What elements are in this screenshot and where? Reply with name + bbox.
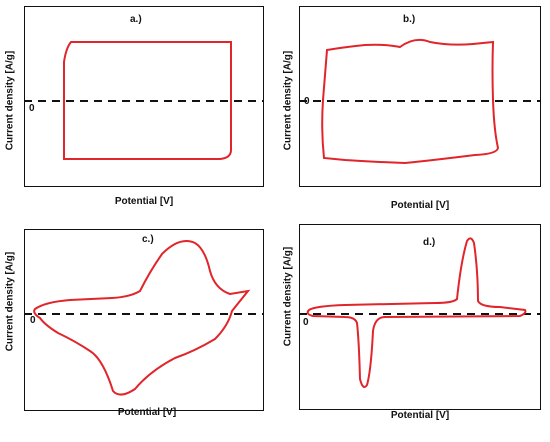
zero-tick-label: 0 — [303, 317, 309, 328]
cv-plot-b — [299, 38, 541, 165]
cv-curve-a — [63, 41, 232, 160]
chart-panel-d: Current density [A/g] d.) 0 Potential [V… — [275, 221, 550, 442]
x-axis-label: Potential [V] — [390, 200, 450, 211]
x-axis-label: Potential [V] — [114, 196, 174, 207]
cv-curve-b — [321, 38, 500, 165]
plot-frame — [24, 6, 264, 187]
chart-panel-c: Current density [A/g] c.) 0 Potential [V… — [0, 221, 275, 442]
plot-frame — [299, 224, 541, 410]
plot-frame — [299, 6, 541, 187]
cv-plot-d — [299, 237, 541, 388]
panel-label: b.) — [403, 14, 416, 25]
zero-tick-label: 0 — [29, 103, 35, 114]
cv-curve-c — [33, 240, 251, 396]
cv-plot-a — [24, 41, 264, 160]
cv-curve-d — [306, 237, 527, 388]
cv-plot-c — [24, 240, 264, 396]
panel-label: a.) — [130, 14, 142, 25]
zero-tick-label: 0 — [30, 315, 36, 326]
x-axis-label: Potential [V] — [390, 410, 450, 421]
x-axis-label: Potential [V] — [117, 407, 177, 418]
chart-panel-a: Current density [A/g] a.) 0 Potential [V… — [0, 0, 275, 221]
panel-label: c.) — [142, 234, 154, 245]
plot-frame — [24, 229, 264, 411]
panel-label: d.) — [423, 237, 436, 248]
chart-panel-b: Current density [A/g] b.) 0 Potential [V… — [275, 0, 550, 221]
